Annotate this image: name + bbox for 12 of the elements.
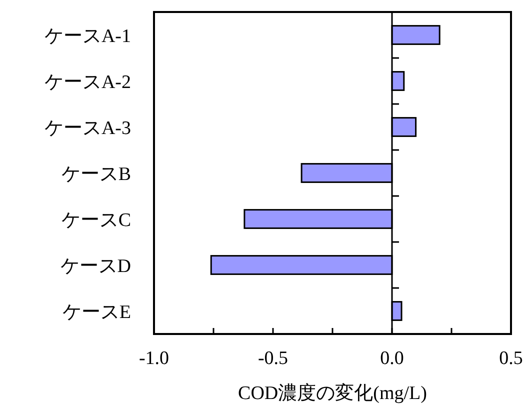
y-tick-label: ケースA-3	[44, 118, 131, 139]
x-tick-label: -0.5	[258, 348, 288, 369]
y-tick-label: ケースA-1	[44, 26, 131, 47]
y-tick-label: ケースA-2	[44, 72, 131, 93]
x-axis-title: COD濃度の変化(mg/L)	[238, 382, 427, 404]
x-tick-label: 0.5	[499, 348, 523, 369]
y-tick-label: ケースB	[61, 164, 131, 185]
y-tick-label: ケースE	[62, 302, 131, 323]
x-tick-label: -1.0	[138, 348, 170, 369]
y-tick-label: ケースC	[61, 210, 131, 231]
y-tick-label: ケースD	[60, 256, 131, 277]
x-tick-label: 0.0	[380, 348, 404, 369]
